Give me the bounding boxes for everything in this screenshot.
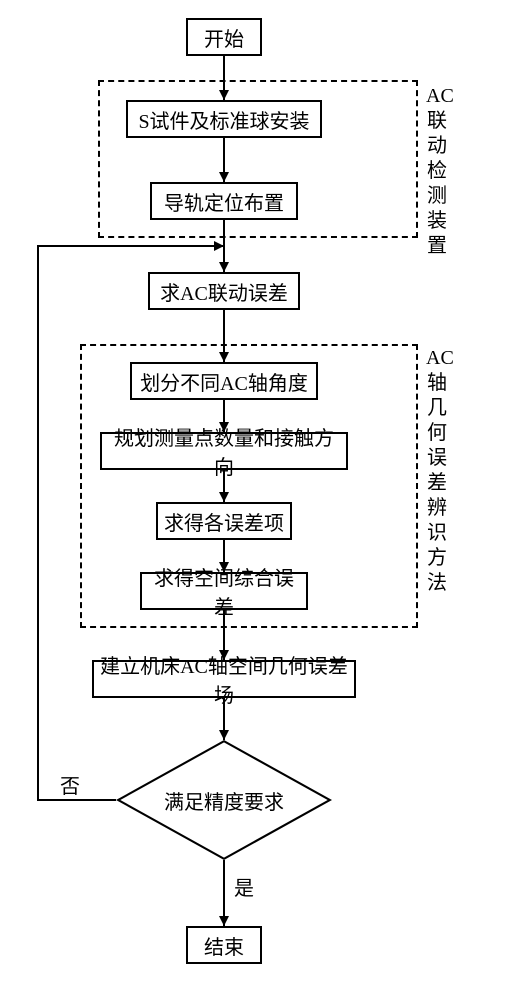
node-divide-angles-label: 划分不同AC轴角度 [140,367,308,396]
node-ac-linkage-error-label: 求AC联动误差 [160,277,288,306]
group-ac-detection-device-label: AC联动检测装置 [426,84,448,259]
node-install: S试件及标准球安装 [126,100,322,138]
node-rail-position: 导轨定位布置 [150,182,298,220]
node-spatial-error-label: 求得空间综合误差 [148,562,300,620]
flowchart-canvas: AC联动检测装置 AC轴几何误差辨识方法 开始 S试件及标准球安装 导轨定位布置… [0,0,514,1000]
node-divide-angles: 划分不同AC轴角度 [130,362,318,400]
node-build-error-field-label: 建立机床AC轴空间几何误差场 [100,650,348,708]
node-end: 结束 [186,926,262,964]
node-start-label: 开始 [204,23,244,52]
node-error-items: 求得各误差项 [156,502,292,540]
node-ac-linkage-error: 求AC联动误差 [148,272,300,310]
node-plan-points-label: 规划测量点数量和接触方向 [108,422,340,480]
node-plan-points: 规划测量点数量和接触方向 [100,432,348,470]
node-rail-position-label: 导轨定位布置 [164,187,284,216]
node-start: 开始 [186,18,262,56]
node-install-label: S试件及标准球安装 [138,105,309,134]
node-end-label: 结束 [204,931,244,960]
node-decision-label: 满足精度要求 [116,788,332,812]
edge-no-label: 否 [60,770,80,799]
node-spatial-error: 求得空间综合误差 [140,572,308,610]
node-error-items-label: 求得各误差项 [164,507,284,536]
node-build-error-field: 建立机床AC轴空间几何误差场 [92,660,356,698]
edge-yes-label: 是 [234,872,254,901]
group-ac-axis-error-method-label: AC轴几何误差辨识方法 [426,346,448,596]
